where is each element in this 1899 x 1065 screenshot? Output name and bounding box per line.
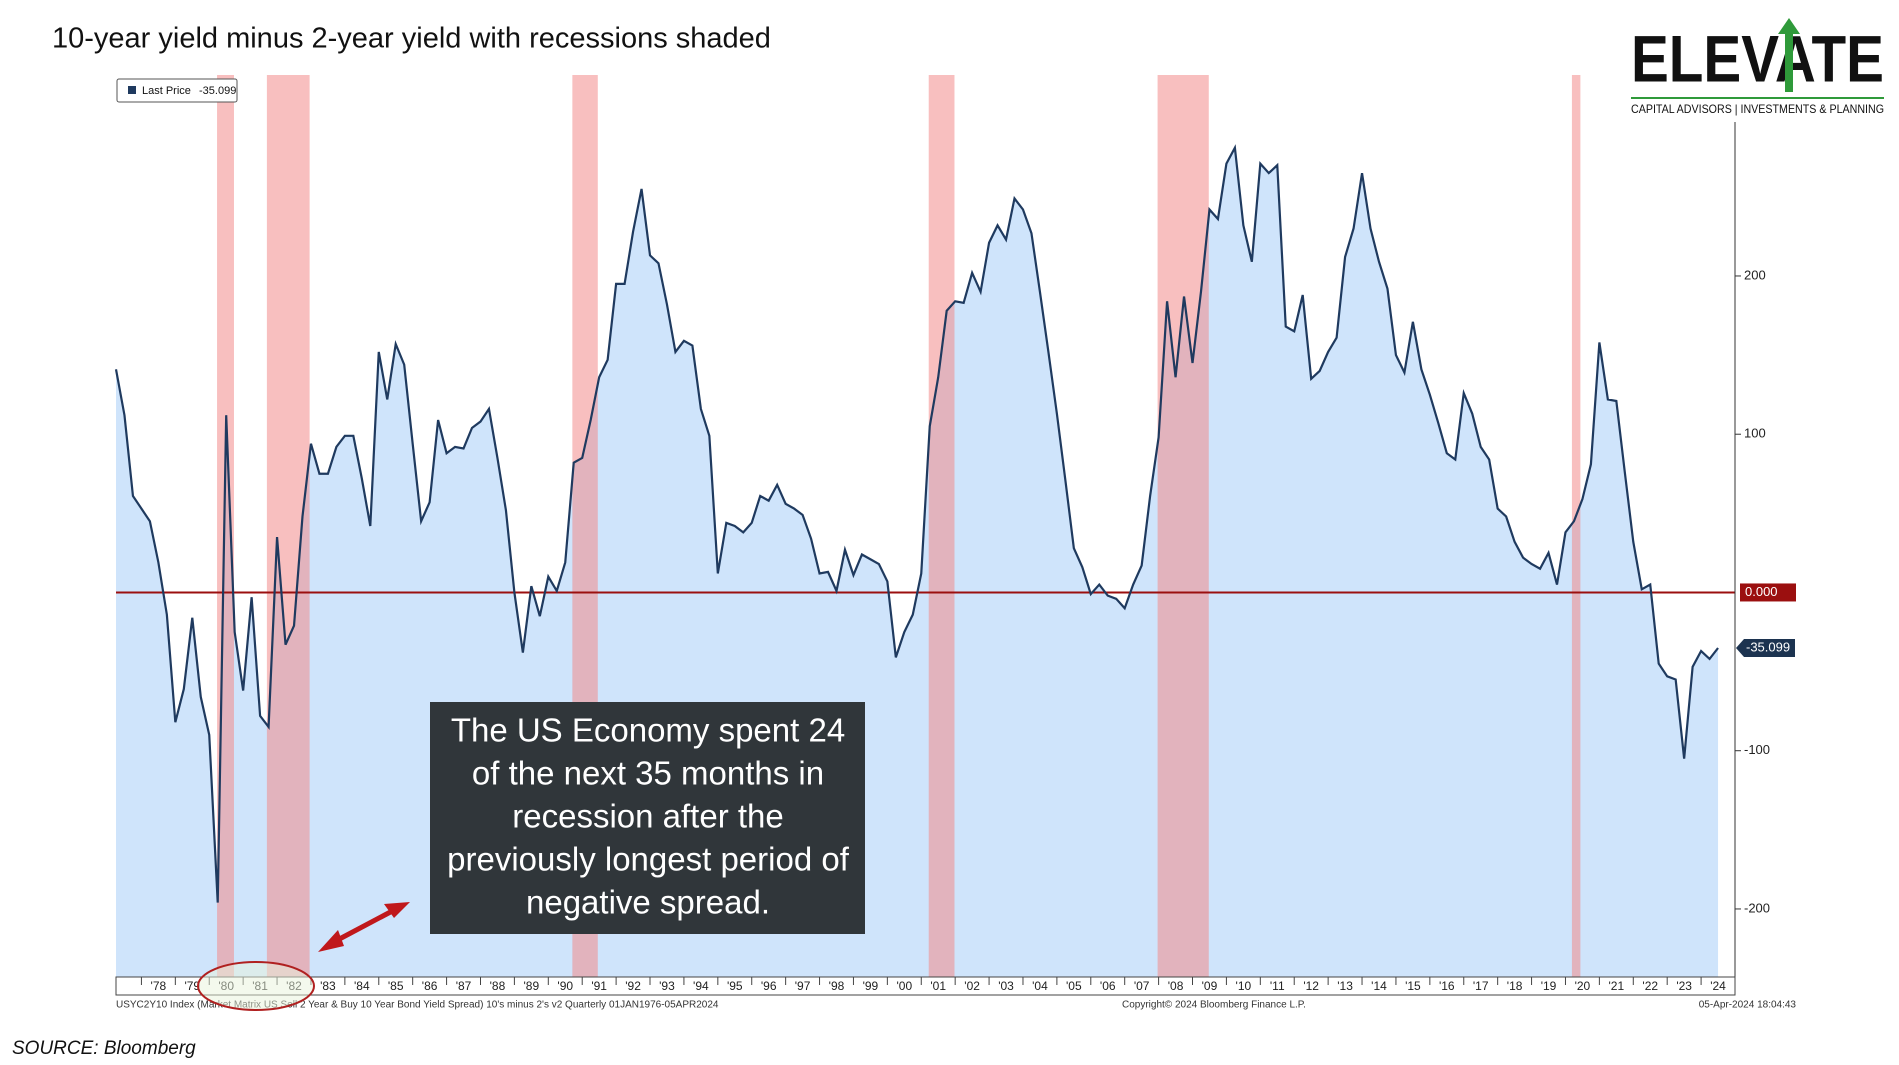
x-tick-label: '08 [1168, 979, 1184, 993]
x-tick-label: '05 [1066, 979, 1082, 993]
zero-tag [1740, 583, 1796, 602]
x-tick-label: '13 [1337, 979, 1353, 993]
x-tick-label: '03 [998, 979, 1014, 993]
legend-swatch [128, 86, 136, 94]
x-tick-label: '00 [896, 979, 912, 993]
x-tick-label: '91 [591, 979, 607, 993]
logo-tagline: CAPITAL ADVISORS | INVESTMENTS & PLANNIN… [1631, 102, 1884, 116]
x-tick-label: '86 [422, 979, 438, 993]
footer-left: USYC2Y10 Index (Market Matrix US Sell 2 … [116, 1000, 719, 1011]
x-tick-label: '06 [1100, 979, 1116, 993]
logo: ELEVATE CAPITAL ADVISORS | INVESTMENTS &… [1628, 10, 1890, 122]
x-tick-label: '85 [388, 979, 404, 993]
x-tick-label: '17 [1473, 979, 1489, 993]
highlight-ellipse [197, 961, 315, 1011]
legend-label: Last Price [142, 85, 191, 97]
x-axis-strip [115, 976, 1736, 996]
zero-tag-label: 0.000 [1745, 584, 1778, 599]
logo-background [1628, 10, 1890, 122]
x-tick-label: '12 [1303, 979, 1319, 993]
annotation-line: of the next 35 months in [472, 755, 824, 792]
footer-right: 05-Apr-2024 18:04:43 [1699, 1000, 1797, 1011]
x-tick-label: '99 [863, 979, 879, 993]
x-tick-label: '95 [727, 979, 743, 993]
x-tick-label: '87 [456, 979, 472, 993]
chart-title: 10-year yield minus 2-year yield with re… [52, 23, 771, 55]
line [114, 144, 1719, 903]
x-tick-label: '16 [1439, 979, 1455, 993]
x-tick-label: '21 [1609, 979, 1625, 993]
recession-band [928, 75, 955, 977]
x-tick-label: '94 [693, 979, 709, 993]
last-value-label: -35.099 [1746, 639, 1790, 654]
footer-center: Copyright© 2024 Bloomberg Finance L.P. [1122, 1000, 1306, 1011]
x-tick-label: '83 [320, 979, 336, 993]
x-tick-label: '78 [151, 979, 167, 993]
logo-name: ELEVATE [1631, 21, 1884, 95]
arrow-shaft [328, 905, 400, 947]
y-tick-label: -100 [1744, 742, 1770, 757]
x-tick-label: '79 [184, 979, 200, 993]
y-tick-label: 100 [1744, 426, 1766, 441]
annotation-line: recession after the [512, 798, 783, 835]
x-tick-label: '01 [930, 979, 946, 993]
annotation-line: The US Economy spent 24 [451, 712, 845, 749]
source: SOURCE: Bloomberg [12, 1038, 196, 1059]
x-tick-label: '89 [524, 979, 540, 993]
x-tick-label: '84 [354, 979, 370, 993]
x-tick-label: '22 [1642, 979, 1658, 993]
x-tick-label: '96 [761, 979, 777, 993]
x-tick-label: '14 [1371, 979, 1387, 993]
area [116, 147, 1719, 978]
plot-layer: -200-100100200300'78'79'80'81'82'83'84'8… [114, 75, 1797, 1011]
x-tick-label: '07 [1134, 979, 1150, 993]
arrow-head [384, 902, 410, 918]
x-tick-label: '20 [1575, 979, 1591, 993]
x-tick-label: '09 [1202, 979, 1218, 993]
legend-value: -35.099 [199, 85, 236, 97]
legend-box [116, 78, 238, 103]
annotation-line: previously longest period of [447, 841, 850, 878]
x-tick-label: '11 [1270, 979, 1285, 993]
x-tick-label: '90 [557, 979, 573, 993]
x-tick-label: '04 [1032, 979, 1048, 993]
x-tick-label: '92 [625, 979, 641, 993]
x-tick-label: '88 [490, 979, 506, 993]
x-tick-label: '93 [659, 979, 675, 993]
highlight [197, 902, 410, 1011]
x-tick-label: '15 [1405, 979, 1421, 993]
x-tick-label: '02 [964, 979, 980, 993]
annotation: The US Economy spent 24 of the next 35 mo… [430, 702, 865, 934]
x-tick-label: '18 [1507, 979, 1523, 993]
recession-band [266, 75, 310, 977]
annotation-box [430, 702, 865, 934]
y-tick-label: -200 [1744, 900, 1770, 915]
annotation-text: The US Economy spent 24 of the next 35 mo… [447, 712, 850, 921]
x-tick-label: '23 [1676, 979, 1692, 993]
x-tick-label: '24 [1710, 979, 1726, 993]
recession-band [1571, 75, 1581, 977]
x-tick-label: '97 [795, 979, 811, 993]
recession-band [1157, 75, 1209, 977]
x-tick-label: '10 [1236, 979, 1252, 993]
logo-arrow [1778, 18, 1800, 92]
annotation-line: negative spread. [526, 884, 770, 921]
arrow-head [318, 930, 344, 952]
last-value-tag [1736, 639, 1795, 658]
x-tick-label: '19 [1541, 979, 1557, 993]
y-tick-label: 200 [1744, 267, 1766, 282]
x-tick-label: '98 [829, 979, 845, 993]
